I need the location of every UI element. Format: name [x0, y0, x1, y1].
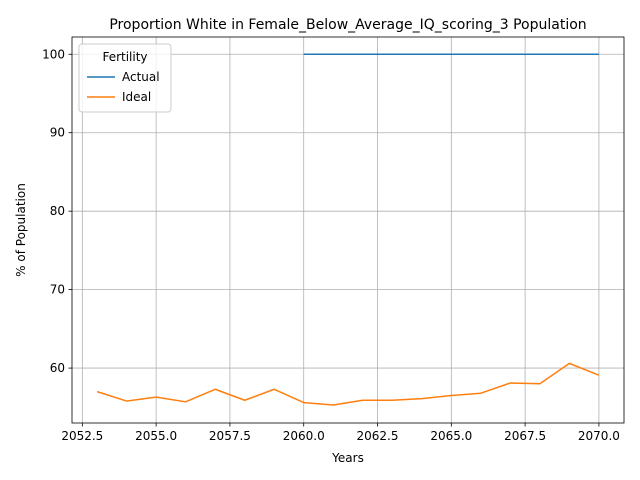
legend-label-actual: Actual [122, 70, 160, 84]
legend: Fertility Actual Ideal [78, 43, 172, 113]
series-layer [96, 53, 600, 406]
x-tick-label: 2055.0 [135, 429, 177, 443]
y-axis-title: % of Population [14, 183, 28, 277]
x-tick-label: 2057.5 [209, 429, 251, 443]
x-tick-label: 2060.0 [283, 429, 325, 443]
grid [72, 37, 624, 423]
y-tick-label: 100 [42, 47, 65, 61]
chart-title: Proportion White in Female_Below_Average… [109, 17, 586, 33]
legend-box [78, 43, 172, 113]
series-line-ideal [96, 362, 600, 406]
y-tick-label: 70 [50, 283, 65, 297]
x-tick-label: 2062.5 [357, 429, 399, 443]
y-axis: 60 70 80 90 100 [42, 47, 72, 375]
y-tick-label: 80 [50, 204, 65, 218]
x-tick-label: 2067.5 [504, 429, 546, 443]
x-tick-label: 2065.0 [430, 429, 472, 443]
legend-label-ideal: Ideal [122, 90, 151, 104]
plot-frame [71, 36, 625, 424]
x-axis: 2052.5 2055.0 2057.5 2060.0 2062.5 2065.0 2067… [61, 423, 620, 443]
x-tick-label: 2070.0 [578, 429, 620, 443]
y-tick-label: 90 [50, 126, 65, 140]
x-axis-title: Years [331, 451, 364, 465]
y-tick-label: 60 [50, 361, 65, 375]
legend-title: Fertility [102, 50, 147, 64]
x-tick-label: 2052.5 [61, 429, 103, 443]
legend-items: Actual Ideal [87, 70, 160, 104]
